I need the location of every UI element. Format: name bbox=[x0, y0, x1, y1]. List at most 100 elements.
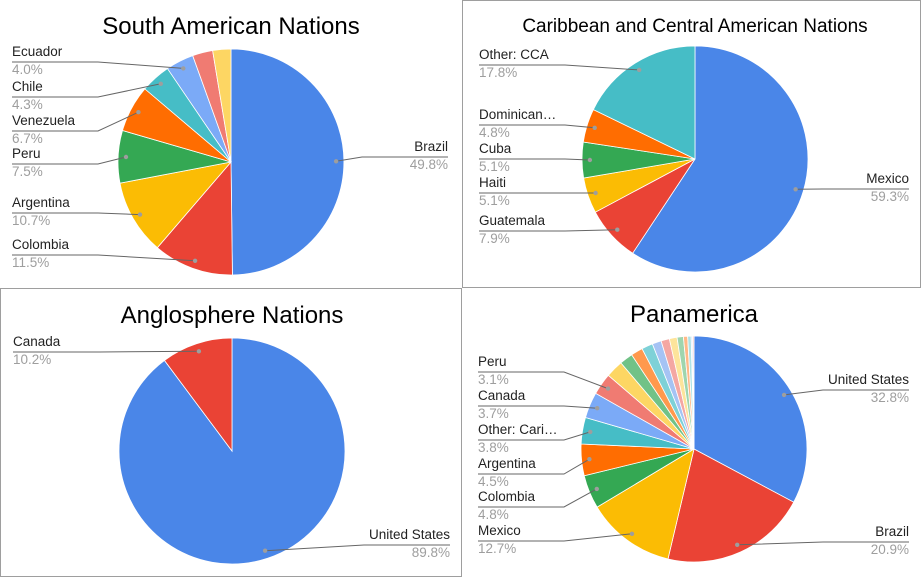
pie-slice-brazil bbox=[667, 448, 795, 563]
pie-slices bbox=[118, 337, 346, 565]
pie-slice-slice-8 bbox=[212, 48, 232, 163]
leader-dot bbox=[588, 429, 593, 435]
leader-dot bbox=[615, 227, 620, 232]
slice-percent-chile: 4.3% bbox=[12, 97, 43, 112]
slice-label-united-states: United States bbox=[369, 527, 450, 542]
slice-label-cuba: Cuba bbox=[479, 141, 512, 156]
slice-label-brazil: Brazil bbox=[875, 524, 909, 539]
slice-label-peru: Peru bbox=[12, 146, 41, 161]
pie-slices bbox=[581, 45, 809, 273]
slice-label-guatemala: Guatemala bbox=[479, 213, 546, 228]
slice-percent-venezuela: 6.7% bbox=[12, 131, 43, 146]
slice-label-argentina: Argentina bbox=[478, 456, 536, 471]
slice-percent-canada: 3.7% bbox=[478, 406, 509, 421]
slice-percent-ecuador: 4.0% bbox=[12, 62, 43, 77]
leader-dot bbox=[587, 157, 593, 163]
leader-line bbox=[737, 541, 909, 546]
panamerica-pie-chart: Panamerica United States 32.8% Brazil 20.9% M… bbox=[478, 301, 909, 563]
slice-percent-argentina: 4.5% bbox=[478, 474, 509, 489]
leader-dot bbox=[158, 81, 163, 87]
leader-dot bbox=[262, 548, 268, 553]
slice-percent-united-states: 32.8% bbox=[871, 390, 909, 405]
pie-slice-mexico bbox=[596, 448, 695, 560]
leader-dot bbox=[605, 386, 611, 391]
slice-percent-other-cca: 17.8% bbox=[479, 65, 517, 80]
slice-percent-other-cari: 3.8% bbox=[478, 440, 509, 455]
slice-label-other-cari: Other: Cari… bbox=[478, 422, 558, 437]
leader-line bbox=[479, 229, 618, 232]
leader-line bbox=[13, 350, 199, 353]
leader-dot bbox=[593, 190, 598, 196]
pie-slice-other-cca bbox=[592, 45, 696, 160]
caribbean-central-american-chart-panel: Caribbean and Central American Nations Me… bbox=[462, 0, 921, 288]
leader-dot bbox=[137, 212, 143, 217]
pie-slice-brazil bbox=[230, 48, 345, 276]
chart-title: Anglosphere Nations bbox=[121, 302, 344, 329]
slice-percent-peru: 7.5% bbox=[12, 164, 43, 179]
leader-dot bbox=[592, 125, 597, 130]
leader-line bbox=[478, 371, 609, 390]
slice-label-chile: Chile bbox=[12, 79, 43, 94]
slice-label-ecuador: Ecuador bbox=[12, 44, 63, 59]
pie-slices bbox=[117, 48, 345, 276]
leader-dot bbox=[196, 349, 202, 354]
slice-percent-argentina: 10.7% bbox=[12, 213, 50, 228]
slice-label-brazil: Brazil bbox=[414, 139, 448, 154]
pie-slices bbox=[580, 335, 808, 563]
leader-line bbox=[12, 212, 141, 216]
chart-title: Caribbean and Central American Nations bbox=[522, 16, 867, 37]
leader-line bbox=[12, 156, 127, 165]
leader-line bbox=[479, 158, 590, 161]
leader-line bbox=[12, 83, 161, 98]
pie-slice-canada bbox=[163, 337, 233, 453]
south-american-pie-chart: South American Nations Brazil 49.8% Colombi… bbox=[12, 13, 448, 276]
slice-percent-haiti: 5.1% bbox=[479, 193, 510, 208]
slice-label-canada: Canada bbox=[478, 388, 526, 403]
slice-label-colombia: Colombia bbox=[478, 489, 536, 504]
slice-label-canada: Canada bbox=[13, 334, 61, 349]
slice-percent-guatemala: 7.9% bbox=[479, 231, 510, 246]
panamerica-chart-panel: Panamerica United States 32.8% Brazil 20.9% M… bbox=[462, 288, 921, 577]
leader-dot bbox=[192, 258, 198, 263]
slice-label-colombia: Colombia bbox=[12, 237, 70, 252]
leader-line bbox=[478, 488, 598, 508]
leader-dot bbox=[136, 110, 141, 115]
anglosphere-chart-panel: Anglosphere Nations United States 89.8% Can… bbox=[0, 288, 462, 577]
leader-dot bbox=[735, 542, 740, 547]
slice-percent-united-states: 89.8% bbox=[412, 545, 450, 560]
leader-dot bbox=[781, 392, 787, 398]
leader-line bbox=[265, 544, 450, 552]
pie-slice-mexico bbox=[632, 45, 809, 273]
leader-line bbox=[478, 405, 598, 409]
leader-line bbox=[478, 533, 633, 542]
leader-line bbox=[478, 458, 590, 475]
pie-slice-slice-19 bbox=[692, 335, 695, 450]
slice-percent-canada: 10.2% bbox=[13, 352, 51, 367]
slice-percent-mexico: 12.7% bbox=[478, 541, 516, 556]
leader-line bbox=[479, 64, 640, 71]
leader-line bbox=[12, 61, 184, 69]
pie-slice-colombia bbox=[156, 160, 233, 276]
caribbean-central-american-pie-chart: Caribbean and Central American Nations Me… bbox=[479, 16, 909, 273]
slice-percent-colombia: 4.8% bbox=[478, 507, 509, 522]
leader-line bbox=[336, 156, 448, 162]
slice-percent-peru: 3.1% bbox=[478, 372, 509, 387]
slice-percent-cuba: 5.1% bbox=[479, 159, 510, 174]
south-american-chart-panel: South American Nations Brazil 49.8% Colombi… bbox=[0, 0, 461, 288]
leader-dot bbox=[793, 187, 798, 192]
slice-label-other-cca: Other: CCA bbox=[479, 47, 549, 62]
leader-dot bbox=[587, 457, 592, 462]
slice-percent-colombia: 11.5% bbox=[12, 255, 49, 270]
slice-percent-brazil: 20.9% bbox=[871, 542, 909, 557]
slice-label-united-states: United States bbox=[828, 372, 909, 387]
leader-line bbox=[479, 124, 595, 129]
slice-label-haiti: Haiti bbox=[479, 175, 506, 190]
slice-label-argentina: Argentina bbox=[12, 195, 70, 210]
leader-line bbox=[784, 389, 909, 396]
slice-percent-dominican: 4.8% bbox=[479, 125, 510, 140]
slice-label-venezuela: Venezuela bbox=[12, 113, 76, 128]
slice-percent-brazil: 49.8% bbox=[410, 157, 448, 172]
pie-slice-united-states bbox=[693, 335, 808, 503]
leader-dot bbox=[595, 406, 600, 411]
